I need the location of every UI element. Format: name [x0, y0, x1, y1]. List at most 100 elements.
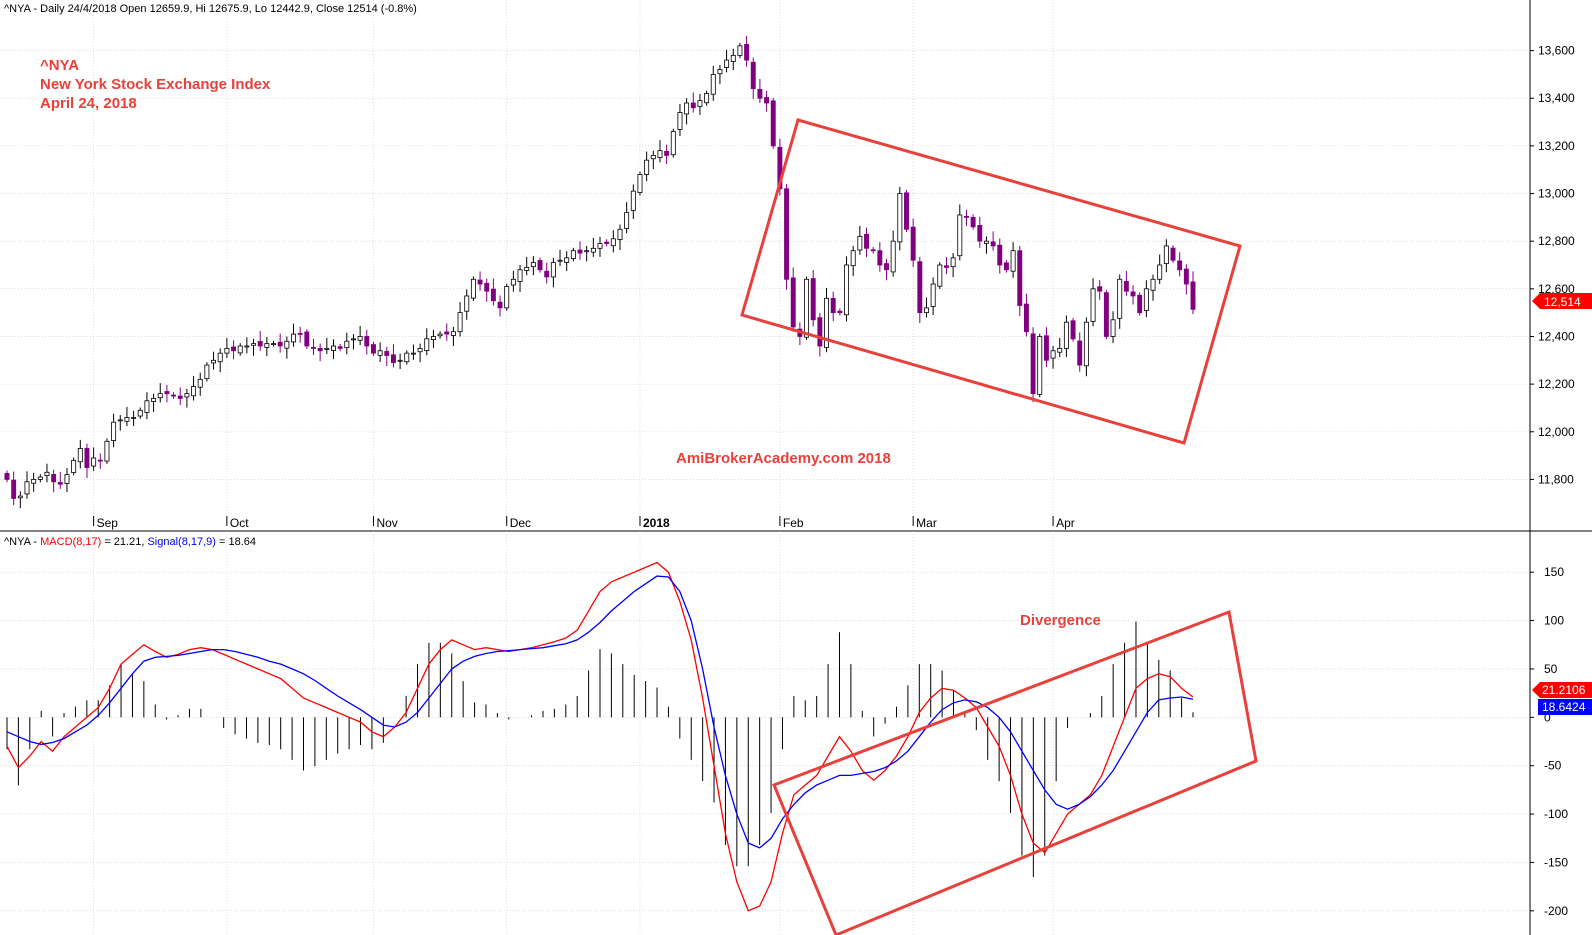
- price-tick-label: 12,600: [1538, 282, 1575, 296]
- candle-up: [77, 448, 83, 463]
- candle-up: [351, 338, 356, 341]
- candle-up: [131, 417, 137, 419]
- close-badge: 12,514: [1532, 293, 1592, 309]
- candle-down: [317, 347, 323, 352]
- candle-down: [1043, 335, 1049, 361]
- candle-down: [963, 215, 969, 218]
- candle-up: [124, 417, 130, 422]
- candle-up: [504, 286, 510, 309]
- candle-up: [564, 257, 570, 263]
- candle-up: [24, 481, 30, 495]
- macd-tick-label: 100: [1544, 614, 1564, 628]
- candle-up: [617, 228, 623, 240]
- candle-up: [670, 131, 676, 156]
- candle-down: [1070, 320, 1076, 340]
- candle-up: [697, 100, 703, 107]
- candle-up: [737, 45, 743, 56]
- candle-down: [997, 244, 1003, 266]
- candle-down: [944, 265, 949, 268]
- macd-line: [6, 561, 1194, 912]
- candle-up: [957, 214, 963, 257]
- candle-down: [910, 226, 916, 261]
- price-header: ^NYA - Daily 24/4/2018 Open 12659.9, Hi …: [4, 3, 417, 15]
- candle-up: [44, 471, 50, 477]
- price-tick-label: 12,400: [1538, 329, 1575, 343]
- candle-up: [937, 264, 943, 287]
- price-tick-label: 13,600: [1538, 44, 1575, 58]
- candle-down: [1097, 286, 1103, 292]
- candle-down: [1103, 292, 1109, 337]
- candle-down: [770, 100, 776, 147]
- candle-down: [84, 448, 90, 468]
- candle-up: [584, 250, 590, 253]
- macd-histogram: [6, 621, 1194, 877]
- candle-down: [257, 341, 263, 347]
- candle-up: [457, 312, 463, 333]
- candle-up: [650, 155, 656, 160]
- candle-down: [297, 332, 303, 335]
- candle-up: [377, 350, 383, 356]
- candle-up: [717, 69, 723, 75]
- candle-up: [1050, 350, 1056, 359]
- candle-down: [57, 482, 63, 485]
- candle-up: [1110, 319, 1116, 337]
- candle-down: [744, 43, 750, 61]
- price-tick-label: 13,400: [1538, 91, 1575, 105]
- candle-up: [657, 150, 663, 158]
- candle-up: [91, 457, 97, 467]
- candle-up: [417, 347, 423, 353]
- x-tick-label: Sep: [97, 516, 119, 530]
- candle-up: [271, 343, 276, 346]
- candle-up: [357, 336, 363, 341]
- signal-badge: 18.6424: [1538, 699, 1592, 715]
- candle-up: [410, 352, 416, 355]
- candle-up: [524, 266, 530, 271]
- candle-down: [51, 474, 57, 483]
- candle-up: [264, 343, 270, 348]
- candle-down: [304, 331, 310, 347]
- macd-grid: [0, 571, 1530, 912]
- x-tick-label: 2018: [643, 516, 670, 530]
- candle-up: [630, 190, 636, 211]
- candle-up: [224, 347, 230, 354]
- candle-down: [830, 297, 836, 314]
- candle-down: [877, 250, 883, 266]
- candle-down: [164, 391, 170, 395]
- candle-up: [597, 243, 603, 249]
- candle-up: [284, 340, 290, 349]
- candle-up: [1057, 347, 1063, 353]
- candle-down: [664, 150, 670, 156]
- candle-up: [144, 400, 150, 413]
- candle-up: [204, 364, 210, 380]
- macd-tick-label: -150: [1544, 855, 1568, 869]
- candle-down: [917, 261, 923, 314]
- candle-up: [151, 398, 157, 402]
- candle-up: [850, 250, 856, 267]
- candle-up: [397, 359, 403, 362]
- x-tick-label: Nov: [376, 516, 397, 530]
- candle-up: [244, 345, 250, 348]
- macd-tick-label: -200: [1544, 904, 1568, 918]
- candle-up: [557, 259, 563, 262]
- candle-down: [171, 394, 177, 397]
- candle-up: [64, 474, 70, 484]
- x-tick-label: Mar: [916, 516, 937, 530]
- candle-up: [450, 331, 456, 336]
- candle-up: [1063, 321, 1069, 349]
- candle-up: [677, 112, 683, 130]
- candle-up: [530, 262, 536, 268]
- price-tick-label: 12,000: [1538, 425, 1575, 439]
- candle-down: [497, 301, 503, 309]
- candle-down: [1137, 294, 1143, 314]
- candle-down: [884, 263, 889, 271]
- candle-up: [1037, 336, 1043, 395]
- candle-down: [444, 331, 450, 335]
- macd-tick-label: 0: [1544, 710, 1551, 724]
- price-tick-label: 12,200: [1538, 377, 1575, 391]
- candle-up: [637, 174, 643, 193]
- candle-down: [337, 346, 343, 349]
- candle-down: [790, 277, 796, 328]
- price-tick-label: 13,200: [1538, 139, 1575, 153]
- candle-up: [324, 347, 330, 350]
